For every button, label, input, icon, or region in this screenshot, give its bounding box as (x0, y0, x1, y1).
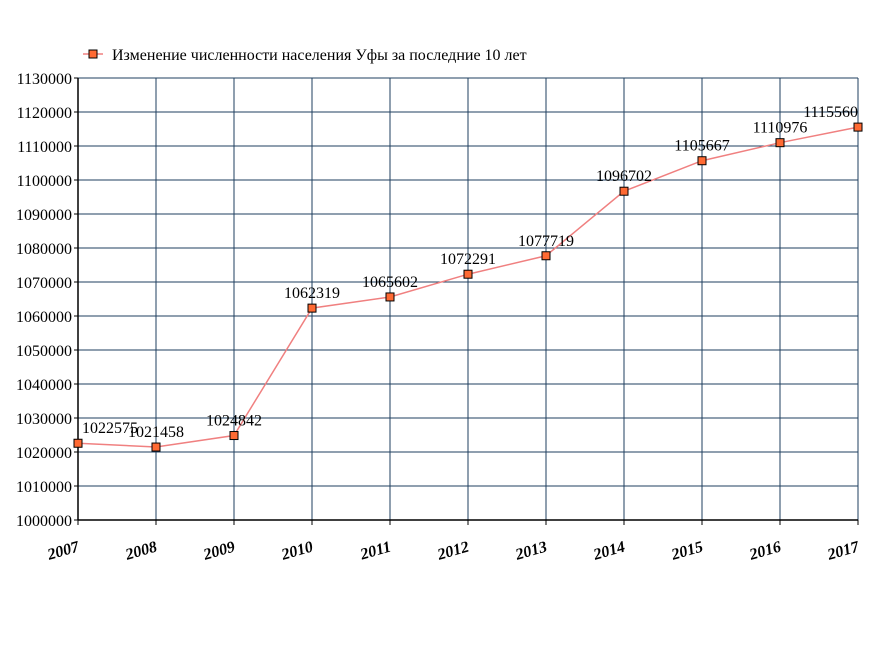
y-tick-label: 1040000 (16, 377, 72, 394)
x-tick-label: 2009 (201, 539, 237, 564)
data-point (73, 438, 83, 448)
data-label: 1096702 (596, 168, 652, 185)
data-label: 1077719 (518, 233, 574, 250)
data-point (853, 122, 863, 132)
data-label: 1022575 (82, 420, 138, 437)
x-tick-label: 2016 (747, 539, 783, 564)
data-label: 1024842 (206, 413, 262, 430)
data-point (775, 138, 785, 148)
data-point (541, 251, 551, 261)
y-tick-label: 1130000 (17, 71, 72, 88)
data-label: 1115560 (803, 104, 858, 121)
x-tick-label: 2010 (279, 539, 315, 564)
y-tick-label: 1070000 (16, 275, 72, 292)
y-tick-label: 1020000 (16, 445, 72, 462)
legend-marker (88, 49, 98, 59)
y-tick-labels: 1000000 1010000 1020000 1030000 1040000 10500… (16, 71, 72, 530)
legend: Изменение численности населения Уфы за п… (83, 47, 527, 64)
x-tick-labels: 2007 2008 2009 2010 2011 2012 2013 2014 2015 2016… (45, 538, 862, 564)
data-label: 1021458 (128, 424, 184, 441)
axes (74, 77, 859, 525)
x-tick-label: 2011 (358, 539, 394, 564)
grid (78, 77, 859, 520)
x-tick-label: 2015 (669, 539, 705, 564)
data-point (619, 186, 629, 196)
y-tick-label: 1110000 (17, 139, 72, 156)
x-tick-label: 2008 (123, 539, 159, 564)
data-label: 1062319 (284, 285, 340, 302)
data-point (385, 292, 395, 302)
y-tick-label: 1090000 (16, 207, 72, 224)
data-point (307, 303, 317, 313)
x-tick-label: 2007 (45, 538, 82, 564)
x-tick-label: 2013 (513, 539, 549, 564)
x-tick-label: 2012 (435, 539, 471, 564)
data-label: 1105667 (674, 138, 729, 155)
data-label: 1072291 (440, 251, 496, 268)
data-label: 1110976 (753, 120, 808, 137)
y-tick-label: 1000000 (16, 513, 72, 530)
y-tick-label: 1080000 (16, 241, 72, 258)
y-tick-label: 1030000 (16, 411, 72, 428)
data-point (697, 156, 707, 166)
y-tick-label: 1100000 (17, 173, 72, 190)
x-tick-label: 2014 (591, 539, 627, 564)
data-point (229, 431, 239, 441)
data-markers (73, 122, 863, 452)
y-tick-label: 1060000 (16, 309, 72, 326)
y-tick-label: 1050000 (16, 343, 72, 360)
legend-label: Изменение численности населения Уфы за п… (112, 47, 527, 64)
data-point (463, 269, 473, 279)
data-point (151, 442, 161, 452)
y-tick-label: 1120000 (17, 105, 72, 122)
x-tick-label: 2017 (825, 538, 862, 564)
y-tick-label: 1010000 (16, 479, 72, 496)
data-label: 1065602 (362, 274, 418, 291)
